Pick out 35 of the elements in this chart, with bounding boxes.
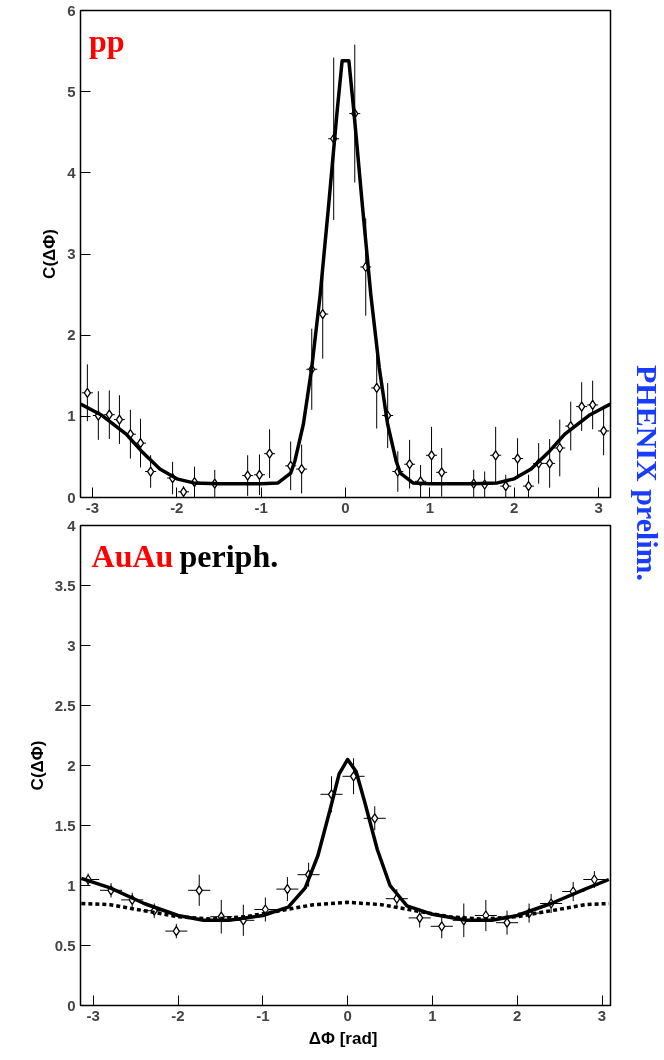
y-axis-title: C(ΔΦ) (27, 740, 47, 791)
annotation: periph. (179, 537, 279, 574)
y-tick-label: 6 (67, 1, 76, 19)
x-tick-label: 0 (341, 498, 350, 516)
x-tick-label: 2 (510, 498, 519, 516)
y-axis-title: C(ΔΦ) (40, 229, 60, 279)
x-tick-label: 2 (513, 1006, 522, 1024)
y-tick-label: 2.5 (54, 696, 76, 714)
y-tick-label: 4 (67, 516, 77, 534)
y-tick-label: 3 (67, 245, 76, 262)
y-tick-label: 5 (67, 82, 76, 100)
y-tick-label: 0.5 (54, 936, 76, 954)
x-tick-label: -1 (254, 498, 268, 516)
x-tick-label: -3 (85, 498, 100, 516)
annotation: pp (88, 23, 125, 60)
text: PHENIX prelim. (629, 365, 664, 582)
x-tick-label: -1 (256, 1006, 270, 1024)
y-tick-label: 3 (67, 636, 76, 654)
y-tick-label: 4 (67, 163, 77, 181)
y-tick-label: 1 (67, 407, 76, 425)
y-tick-label: 1.5 (54, 816, 76, 834)
x-tick-label: 3 (597, 1006, 607, 1024)
x-tick-label: 3 (594, 498, 603, 516)
x-tick-label: -2 (171, 1006, 185, 1024)
x-tick-label: -3 (86, 1006, 100, 1024)
x-axis-title: ΔΦ [rad] (308, 1028, 378, 1048)
y-tick-label: 2 (67, 756, 76, 774)
annotation: AuAu (91, 537, 174, 574)
y-tick-label: 1 (67, 876, 76, 894)
x-tick-label: 1 (425, 498, 435, 516)
y-tick-label: 2 (67, 326, 76, 344)
x-tick-label: 0 (343, 1006, 352, 1024)
y-tick-label: 3.5 (54, 576, 76, 594)
x-tick-label: 1 (428, 1006, 437, 1024)
x-tick-label: -2 (170, 498, 184, 516)
